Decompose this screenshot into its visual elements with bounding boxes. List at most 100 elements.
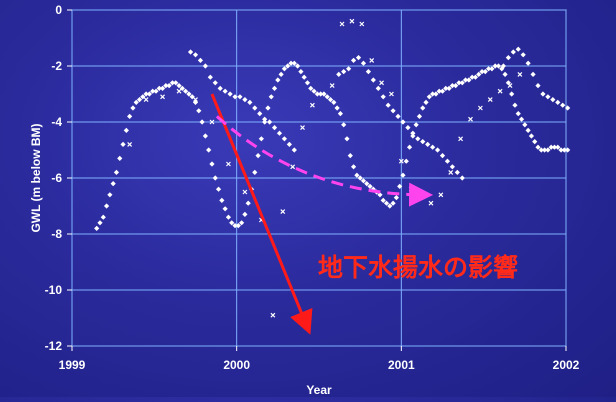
data-point [535, 144, 541, 150]
data-point [390, 108, 396, 114]
data-point [127, 141, 133, 147]
data-point [290, 164, 296, 170]
x-tick-label: 2002 [553, 358, 580, 372]
data-point [548, 144, 554, 150]
data-point [143, 97, 149, 103]
data-point [278, 71, 284, 77]
data-point [433, 91, 439, 97]
data-point [468, 116, 473, 122]
data-point [560, 102, 566, 108]
data-point [347, 153, 353, 159]
data-point [321, 91, 327, 97]
data-point [387, 203, 393, 209]
data-point [535, 83, 541, 89]
data-point [561, 147, 567, 153]
data-point [120, 141, 126, 147]
data-point [281, 136, 288, 142]
data-point [232, 223, 238, 229]
data-point [502, 71, 508, 77]
x-axis: 1999 2000 2001 2002 [59, 346, 580, 372]
data-point [276, 130, 283, 136]
data-point [258, 136, 264, 142]
data-point [341, 69, 347, 75]
data-point [486, 66, 492, 72]
data-point [439, 153, 446, 159]
data-point [136, 97, 143, 103]
data-point [156, 85, 162, 91]
data-point [319, 91, 325, 97]
data-point [207, 74, 213, 80]
data-point [127, 113, 133, 119]
data-point [159, 85, 166, 91]
data-point [389, 91, 394, 97]
data-point [515, 46, 521, 52]
data-point [357, 175, 363, 181]
data-point [459, 80, 465, 86]
data-point [369, 57, 375, 63]
data-point [192, 52, 199, 58]
data-point [532, 139, 538, 145]
data-point [492, 63, 498, 69]
data-point [410, 130, 416, 136]
data-point [555, 99, 561, 105]
data-point [286, 141, 292, 147]
data-point [252, 105, 258, 111]
data-point [428, 200, 434, 206]
data-point [193, 97, 198, 103]
data-point [505, 80, 511, 86]
data-point [444, 158, 451, 164]
x-axis-title: Year [306, 383, 332, 397]
data-point [311, 88, 317, 94]
data-point [262, 119, 268, 125]
data-point [169, 80, 176, 86]
data-point [252, 169, 258, 175]
data-point [499, 66, 505, 72]
data-point [173, 80, 179, 86]
data-point [285, 63, 291, 69]
data-point [430, 91, 436, 97]
data-point [443, 85, 449, 91]
data-point [558, 147, 564, 153]
data-point [479, 69, 485, 75]
data-point [186, 91, 192, 97]
data-point [551, 144, 558, 150]
data-point [226, 161, 231, 167]
y-tick-label: -8 [51, 227, 62, 241]
data-point [197, 57, 204, 63]
data-point [304, 80, 311, 86]
data-point [166, 83, 172, 89]
data-point [225, 214, 232, 220]
data-point [271, 85, 278, 91]
data-point [334, 105, 340, 111]
data-point [294, 63, 301, 69]
data-point [262, 116, 268, 122]
data-point [242, 211, 248, 217]
data-point [336, 71, 342, 77]
data-point [413, 122, 419, 128]
data-point [495, 63, 502, 69]
data-point [202, 133, 208, 139]
data-point [416, 113, 423, 119]
y-tick-label: -12 [45, 339, 63, 353]
data-point [247, 99, 253, 105]
data-point [497, 88, 503, 94]
data-point [360, 178, 367, 184]
data-point [242, 97, 248, 103]
data-point [97, 220, 103, 226]
data-point [487, 97, 493, 103]
data-point [163, 83, 169, 89]
data-point [436, 88, 442, 94]
data-point [377, 192, 383, 198]
data-point [476, 71, 482, 77]
data-point [538, 147, 544, 153]
data-point [222, 206, 228, 212]
data-point [418, 195, 424, 201]
data-point [242, 189, 248, 195]
data-point [339, 21, 345, 27]
data-point [458, 136, 464, 142]
data-point [420, 105, 426, 111]
data-point [229, 220, 235, 226]
data-point [123, 127, 129, 133]
data-point [268, 94, 274, 100]
data-point [183, 88, 189, 94]
